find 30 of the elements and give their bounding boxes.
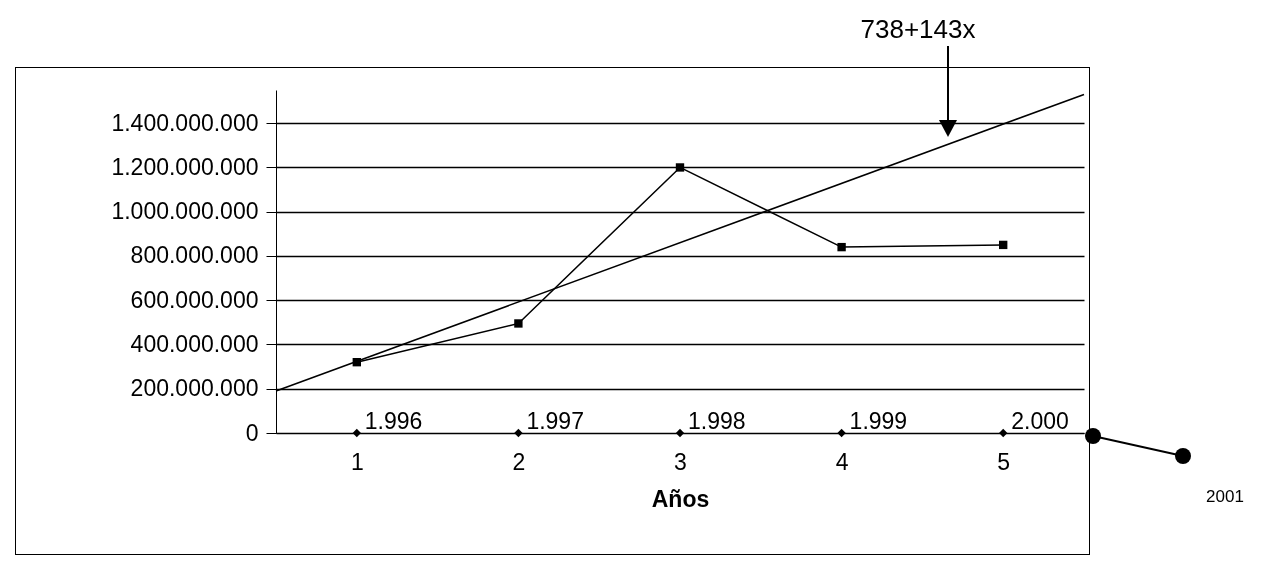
x-tick-label: 1 bbox=[350, 448, 364, 475]
point bbox=[999, 240, 1008, 250]
point bbox=[999, 428, 1008, 438]
x-tick-label: 2 bbox=[512, 448, 526, 475]
x-tick-label: 3 bbox=[674, 448, 687, 475]
text: 738+143x bbox=[860, 14, 976, 44]
y-tick-label: 0 bbox=[245, 419, 259, 446]
x-tick-label: 5 bbox=[997, 448, 1011, 475]
data-label: 1.997 bbox=[526, 408, 584, 434]
x-axis-title: Años bbox=[651, 485, 710, 512]
point bbox=[675, 163, 685, 172]
y-tick-label: 600.000.000 bbox=[130, 286, 259, 313]
y-tick-label: 1.400.000.000 bbox=[111, 109, 259, 136]
point bbox=[675, 428, 685, 438]
y-tick-label: 800.000.000 bbox=[130, 242, 259, 269]
point bbox=[514, 428, 523, 438]
point bbox=[514, 319, 523, 328]
data-label: 1.996 bbox=[364, 408, 423, 434]
point bbox=[837, 242, 846, 252]
y-tick-label: 200.000.000 bbox=[130, 375, 259, 402]
data-label: 1.999 bbox=[849, 408, 908, 434]
data-label: 1.998 bbox=[688, 408, 746, 434]
text: 2001 bbox=[1206, 487, 1244, 506]
y-tick-label: 400.000.000 bbox=[130, 330, 259, 357]
y-tick-label: 1.000.000.000 bbox=[111, 198, 259, 225]
data-label: 2.000 bbox=[1011, 408, 1069, 434]
point bbox=[837, 428, 846, 438]
point bbox=[352, 428, 361, 438]
x-tick-label: 4 bbox=[835, 448, 849, 475]
y-tick-label: 1.200.000.000 bbox=[111, 153, 259, 180]
